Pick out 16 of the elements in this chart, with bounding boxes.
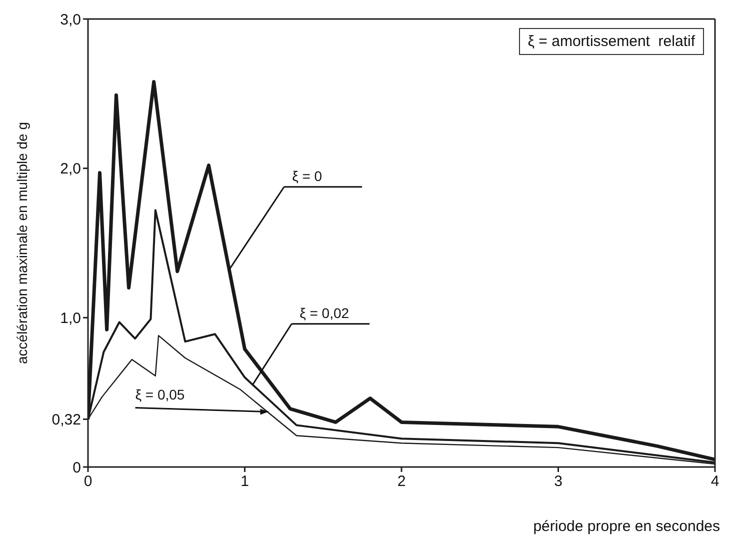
annotation: ξ = 0 — [292, 168, 322, 184]
x-tick-label: 2 — [397, 473, 406, 490]
annotation: ξ = amortissement relatif — [518, 28, 704, 55]
y-tick-label: 0,32 — [52, 412, 81, 429]
x-axis-title: période propre en secondes — [533, 518, 720, 535]
x-tick-label: 3 — [554, 473, 562, 490]
y-tick-label: 2,0 — [60, 160, 81, 178]
y-axis-title: accélération maximale en multiple de g — [14, 122, 30, 364]
y-tick-label: 1,0 — [60, 310, 81, 327]
annotation: ξ = 0,02 — [300, 304, 350, 321]
x-tick-label: 0 — [84, 473, 92, 490]
y-tick-label: 3,0 — [60, 11, 81, 28]
x-tick-label: 1 — [240, 473, 249, 490]
x-tick-label: 4 — [710, 473, 720, 490]
annotation: ξ = 0,05 — [135, 386, 185, 403]
y-tick-label: 0 — [72, 459, 81, 476]
